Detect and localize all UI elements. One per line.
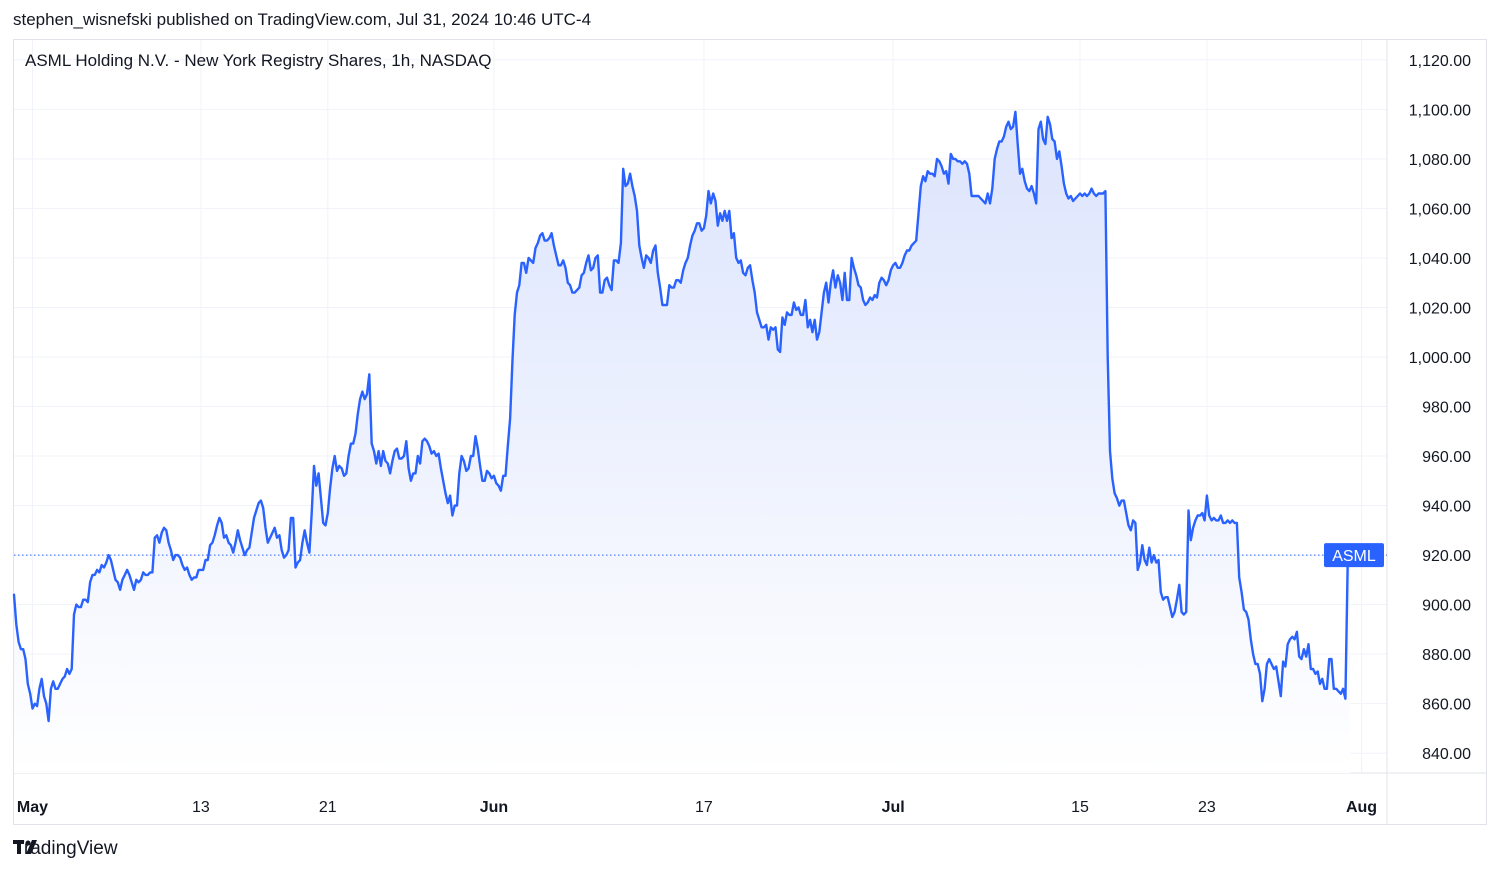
y-tick-label: 840.00 (1422, 746, 1471, 763)
y-tick-label: 1,080.00 (1409, 152, 1471, 169)
x-tick-label: Jul (882, 799, 905, 816)
x-tick-label: Aug (1346, 799, 1377, 816)
y-tick-label: 860.00 (1422, 697, 1471, 714)
x-tick-label: 15 (1071, 799, 1089, 816)
tradingview-branding[interactable]: TradingView (13, 838, 118, 860)
price-line (12, 110, 1352, 723)
symbol-price-badge: ASML (1324, 543, 1384, 568)
y-tick-label: 940.00 (1422, 499, 1471, 516)
publish-attribution: stephen_wisnefski published on TradingVi… (13, 10, 592, 29)
y-tick-label: 960.00 (1422, 449, 1471, 466)
x-tick-label: Jun (480, 799, 508, 816)
y-tick-label: 1,120.00 (1409, 53, 1471, 70)
price-area-fill (14, 111, 1350, 774)
y-tick-label: 1,020.00 (1409, 300, 1471, 317)
symbol-badge-bg (1324, 543, 1384, 568)
y-tick-label: 1,000.00 (1409, 350, 1471, 367)
x-tick-label: 17 (695, 799, 713, 816)
chart-panel[interactable] (13, 39, 1487, 825)
y-tick-label: 880.00 (1422, 647, 1471, 664)
y-tick-label: 1,060.00 (1409, 201, 1471, 218)
y-tick-label: 1,100.00 (1409, 102, 1471, 119)
tradingview-logo-icon (13, 840, 37, 854)
y-tick-label: 900.00 (1422, 598, 1471, 615)
y-tick-label: 1,040.00 (1409, 251, 1471, 268)
x-axis-ticks: May 13 21 Jun 17 Jul 15 23 Aug (17, 799, 1377, 816)
x-tick-label: 23 (1198, 799, 1216, 816)
y-axis-ticks: 840.00 860.00 880.00 900.00 920.00 940.00 960.… (1409, 53, 1471, 763)
x-tick-label: 13 (192, 799, 210, 816)
y-tick-label: 920.00 (1422, 548, 1471, 565)
tradingview-logo-text: TradingView (13, 838, 118, 859)
chart-title: ASML Holding N.V. - New York Registry Sh… (25, 51, 491, 70)
x-tick-label: May (17, 799, 48, 816)
y-tick-label: 980.00 (1422, 400, 1471, 417)
x-tick-label: 21 (319, 799, 337, 816)
symbol-badge-label: ASML (1332, 548, 1376, 565)
